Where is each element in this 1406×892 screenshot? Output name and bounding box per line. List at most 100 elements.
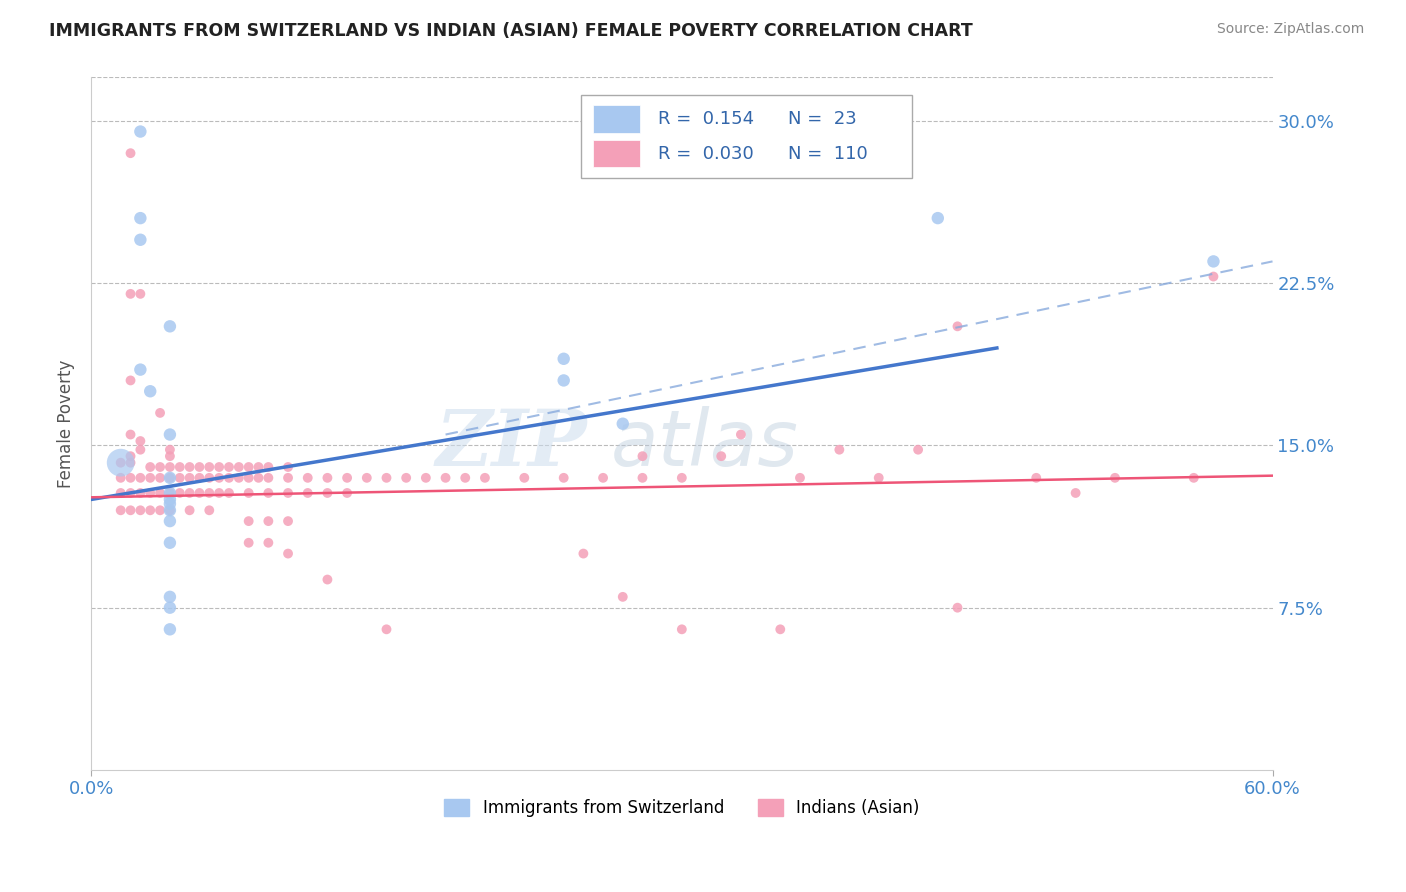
Point — [159, 442, 181, 457]
Point — [120, 456, 142, 470]
Point — [129, 362, 152, 376]
Point — [120, 286, 142, 301]
Point — [208, 471, 231, 485]
Point — [316, 486, 339, 500]
Point — [110, 503, 132, 517]
Point — [375, 623, 398, 637]
Point — [513, 471, 536, 485]
Y-axis label: Female Poverty: Female Poverty — [58, 359, 75, 488]
Point — [110, 456, 132, 470]
Point — [277, 471, 299, 485]
Point — [277, 460, 299, 475]
Point — [110, 486, 132, 500]
Point — [188, 471, 211, 485]
Point — [868, 471, 890, 485]
Text: Source: ZipAtlas.com: Source: ZipAtlas.com — [1216, 22, 1364, 37]
Point — [631, 449, 654, 463]
Point — [297, 486, 319, 500]
Point — [415, 471, 437, 485]
Point — [159, 497, 181, 511]
Point — [129, 286, 152, 301]
Point — [179, 460, 201, 475]
Point — [553, 471, 575, 485]
Point — [159, 623, 181, 637]
Point — [218, 460, 240, 475]
Point — [553, 351, 575, 366]
Point — [238, 460, 260, 475]
Point — [139, 471, 162, 485]
Point — [149, 486, 172, 500]
Point — [169, 471, 191, 485]
Point — [218, 486, 240, 500]
Point — [159, 486, 181, 500]
Point — [375, 471, 398, 485]
Point — [188, 460, 211, 475]
Point — [129, 486, 152, 500]
Point — [572, 547, 595, 561]
Point — [179, 486, 201, 500]
Point — [592, 471, 614, 485]
FancyBboxPatch shape — [582, 95, 912, 178]
Point — [257, 471, 280, 485]
Point — [730, 427, 752, 442]
Point — [110, 471, 132, 485]
Point — [1202, 269, 1225, 284]
Point — [297, 471, 319, 485]
Point — [671, 471, 693, 485]
Point — [769, 623, 792, 637]
Point — [257, 460, 280, 475]
Point — [129, 233, 152, 247]
FancyBboxPatch shape — [593, 140, 641, 168]
Point — [218, 471, 240, 485]
Point — [120, 146, 142, 161]
Point — [159, 449, 181, 463]
Text: R =  0.030: R = 0.030 — [658, 145, 754, 162]
Point — [671, 623, 693, 637]
Point — [159, 319, 181, 334]
Point — [612, 417, 634, 431]
Point — [277, 547, 299, 561]
Point — [169, 486, 191, 500]
Point — [188, 486, 211, 500]
Point — [120, 486, 142, 500]
Point — [238, 486, 260, 500]
Point — [120, 373, 142, 387]
Point — [316, 471, 339, 485]
Point — [159, 492, 181, 507]
Point — [159, 503, 181, 517]
Point — [129, 211, 152, 226]
Point — [149, 406, 172, 420]
Point — [946, 600, 969, 615]
Point — [120, 471, 142, 485]
Point — [238, 535, 260, 549]
Point — [247, 460, 270, 475]
Point — [277, 514, 299, 528]
Point — [120, 449, 142, 463]
Point — [159, 460, 181, 475]
Point — [159, 471, 181, 485]
Point — [120, 503, 142, 517]
Point — [671, 124, 693, 138]
Point — [159, 514, 181, 528]
Point — [247, 471, 270, 485]
Point — [612, 590, 634, 604]
Point — [139, 503, 162, 517]
Point — [129, 471, 152, 485]
Point — [169, 460, 191, 475]
Point — [257, 486, 280, 500]
Point — [159, 427, 181, 442]
Point — [159, 503, 181, 517]
Point — [277, 486, 299, 500]
Point — [198, 460, 221, 475]
Point — [946, 319, 969, 334]
Point — [159, 600, 181, 615]
Point — [828, 442, 851, 457]
Text: ZIP: ZIP — [436, 406, 588, 483]
Point — [149, 503, 172, 517]
Point — [149, 471, 172, 485]
Text: N =  110: N = 110 — [789, 145, 868, 162]
Text: N =  23: N = 23 — [789, 110, 856, 128]
Text: IMMIGRANTS FROM SWITZERLAND VS INDIAN (ASIAN) FEMALE POVERTY CORRELATION CHART: IMMIGRANTS FROM SWITZERLAND VS INDIAN (A… — [49, 22, 973, 40]
Point — [238, 471, 260, 485]
Point — [257, 514, 280, 528]
